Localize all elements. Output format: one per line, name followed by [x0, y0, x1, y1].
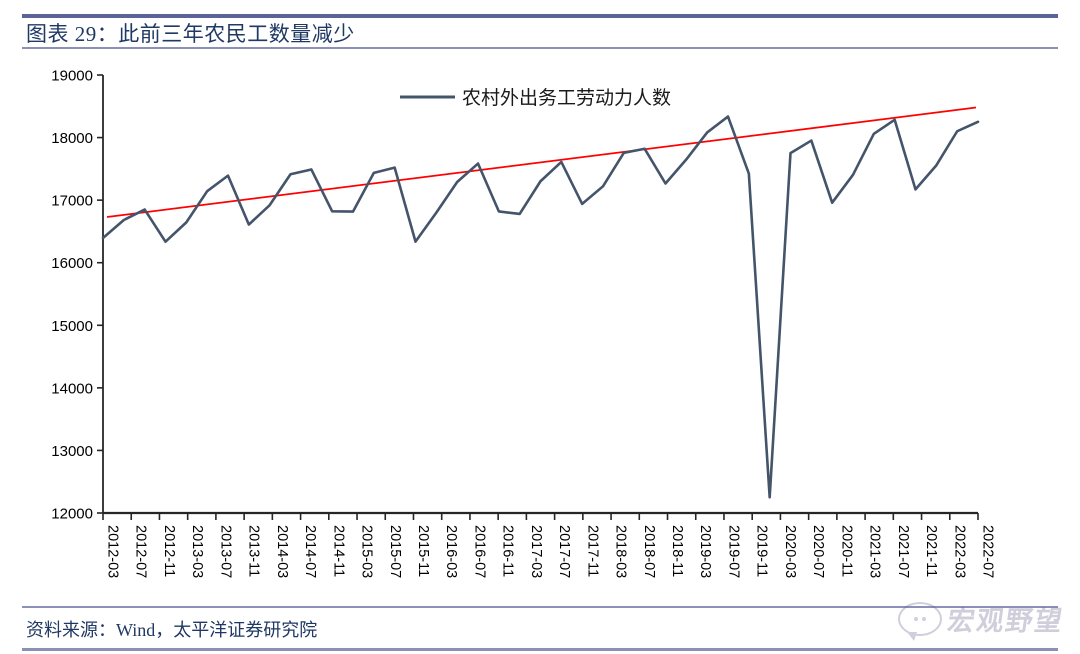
y-axis-label: 16000: [51, 255, 93, 272]
x-axis-label: 2017-07: [556, 525, 572, 578]
footer-bottom-rule: [22, 648, 1058, 651]
x-axis-label: 2015-07: [387, 525, 403, 578]
footer-top-rule: [22, 606, 1058, 608]
x-axis-label: 2021-03: [867, 525, 883, 578]
y-axis-label: 12000: [51, 506, 93, 523]
x-axis-label: 2016-07: [471, 525, 487, 578]
watermark: 宏观野望: [898, 599, 1066, 641]
watermark-label: 宏观野望: [945, 606, 1066, 636]
x-axis-label: 2013-11: [246, 525, 262, 577]
y-axis-label: 18000: [51, 130, 93, 147]
x-axis-label: 2017-03: [528, 525, 544, 578]
y-axis-label: 14000: [51, 380, 93, 397]
x-axis-label: 2019-11: [754, 525, 770, 577]
y-axis-label: 17000: [51, 193, 93, 210]
x-axis-label: 2014-11: [330, 525, 346, 577]
x-axis-label: 2012-11: [161, 525, 177, 577]
x-axis-label: 2019-03: [697, 525, 713, 578]
x-axis-label: 2015-03: [359, 525, 375, 578]
x-axis-label: 2018-07: [641, 525, 657, 578]
x-axis-label: 2021-07: [895, 525, 911, 578]
x-axis-label: 2020-03: [782, 525, 798, 578]
x-axis-label: 2022-07: [980, 525, 996, 578]
data-series-line: [101, 115, 980, 499]
x-axis-label: 2013-03: [189, 525, 205, 578]
x-axis-label: 2020-07: [810, 525, 826, 578]
page-title: 图表 29：此前三年农民工数量减少: [26, 22, 355, 46]
x-axis-label: 2016-03: [443, 525, 459, 578]
x-axis-label: 2020-11: [838, 525, 854, 577]
line-chart-svg: 19000 18000 17000 16000 15000 14000 13000 12000…: [51, 68, 996, 579]
x-axis-label: 2015-11: [415, 525, 431, 577]
title-bottom-rule: [22, 47, 1058, 49]
title-top-rule: [22, 14, 1058, 18]
y-axis-label: 19000: [51, 68, 93, 85]
x-axis-label: 2017-11: [584, 525, 600, 577]
y-axis-label: 15000: [51, 318, 93, 335]
x-axis-label: 2012-03: [105, 525, 121, 578]
x-axis-label: 2022-03: [951, 525, 967, 578]
trendline: [106, 106, 977, 218]
x-axis-label: 2019-07: [725, 525, 741, 578]
legend-label: 农村外出务工劳动力人数: [462, 87, 671, 109]
x-axis-label: 2013-07: [217, 525, 233, 578]
plot-area: 19000 18000 17000 16000 15000 14000 13000 12000…: [0, 52, 1080, 604]
x-axis-label: 2014-03: [274, 525, 290, 578]
x-axis-label: 2012-07: [133, 525, 149, 578]
source-note: 资料来源：Wind，太平洋证券研究院: [26, 620, 318, 640]
x-axis-label: 2018-03: [613, 525, 629, 578]
y-axis-label: 13000: [51, 443, 93, 460]
x-axis-label: 2018-11: [669, 525, 685, 577]
x-axis-label: 2014-07: [302, 525, 318, 578]
x-axis-label: 2021-11: [923, 525, 939, 577]
x-axis-label: 2016-11: [500, 525, 516, 577]
